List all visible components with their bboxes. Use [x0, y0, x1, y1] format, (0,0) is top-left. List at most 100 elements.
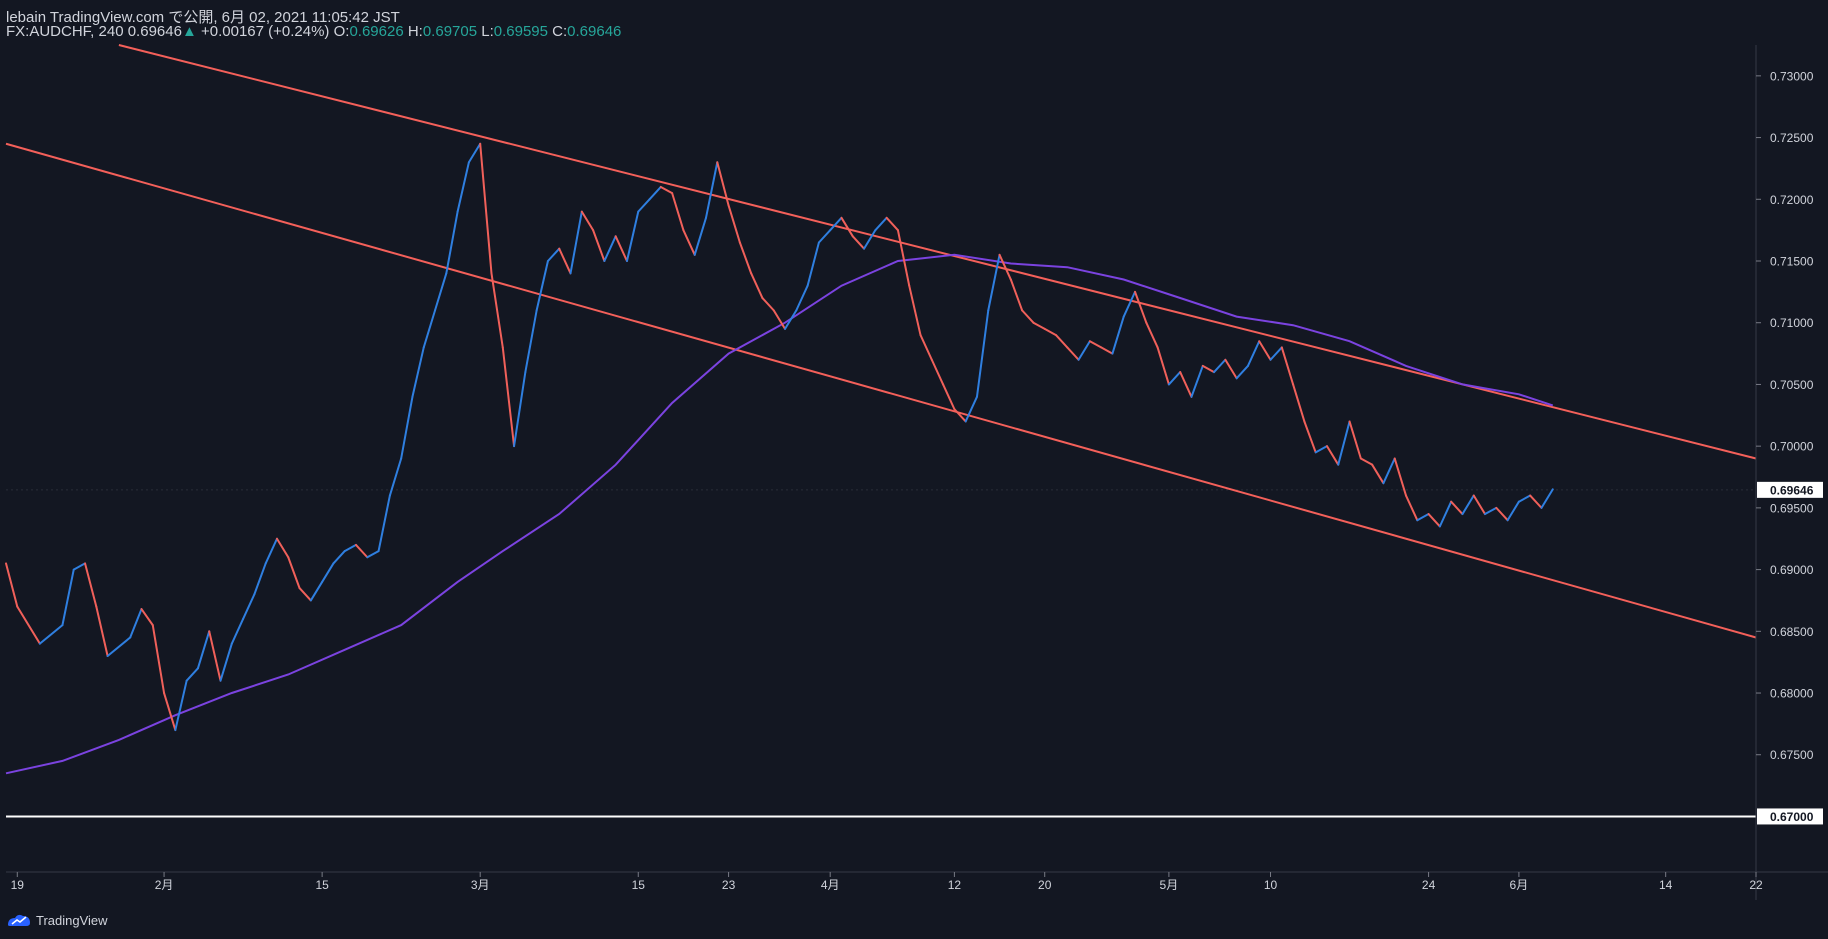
price-segment: [61, 568, 75, 627]
price-segment: [1359, 457, 1374, 466]
price-segment: [1337, 420, 1351, 466]
footer-branding[interactable]: TradingView: [6, 912, 108, 928]
time-tick-label: 4月: [821, 878, 840, 892]
price-segment: [388, 457, 403, 497]
price-tick-label: 0.69000: [1770, 563, 1814, 577]
price-segment: [625, 210, 640, 263]
price-segment: [1246, 340, 1261, 367]
price-segment: [953, 408, 967, 423]
price-segment: [727, 204, 741, 244]
price-segment: [1371, 463, 1385, 485]
price-segment: [479, 142, 493, 275]
symbol-text: FX:AUDCHF, 240: [6, 23, 124, 40]
publisher-line: lebain TradingView.com で公開, 6月 02, 2021 …: [6, 6, 400, 27]
last-price-label-box: [1757, 481, 1823, 498]
price-segment: [208, 630, 222, 682]
price-segment: [445, 210, 459, 275]
price-segment: [411, 346, 425, 398]
plot-area[interactable]: [5, 44, 1757, 818]
price-segment: [1213, 358, 1227, 374]
price-segment: [975, 309, 990, 398]
change-text: +0.00167 (+0.24%): [200, 23, 330, 40]
price-segment: [693, 216, 707, 256]
price-segment: [456, 161, 470, 213]
price-segment: [546, 247, 561, 263]
price-segment: [174, 679, 188, 732]
time-tick-label: 22: [1749, 878, 1763, 892]
low-value: 0.69595: [493, 23, 548, 40]
price-segment: [1517, 494, 1532, 503]
support-level-label-box: [1757, 808, 1823, 825]
time-axis[interactable]: 19 2月 15 3月 15 23 4月 12 20 5月 10 24 6月 14 22: [11, 872, 1763, 892]
price-segment: [140, 608, 154, 627]
open-label: O:: [333, 23, 350, 40]
price-segment: [1032, 321, 1046, 330]
price-tick-label: 0.70000: [1770, 440, 1814, 454]
price-segment: [1314, 445, 1328, 454]
price-segment: [1190, 364, 1204, 398]
close-label: C:: [552, 23, 568, 40]
price-segment: [885, 216, 899, 232]
price-tick-label: 0.68500: [1770, 625, 1814, 639]
price-segment: [1224, 358, 1238, 380]
price-segment: [580, 210, 595, 232]
open-value: 0.69626: [349, 23, 404, 40]
price-segment: [716, 161, 730, 207]
price-segment: [817, 229, 832, 244]
price-segment: [637, 198, 651, 213]
high-label: H:: [407, 23, 423, 40]
time-tick-label: 6月: [1510, 878, 1529, 892]
price-segment: [355, 543, 369, 559]
price-segment: [1495, 506, 1509, 522]
time-tick-label: 12: [948, 878, 962, 892]
price-segment: [513, 371, 527, 448]
price-segment: [1529, 494, 1543, 509]
price-segment: [535, 260, 549, 312]
price-segment: [196, 630, 211, 670]
price-segment: [1348, 420, 1362, 460]
price-segment: [614, 235, 628, 263]
price-segment: [434, 272, 448, 312]
price-segment: [738, 241, 753, 275]
price-segment: [648, 185, 662, 201]
price-segment: [1179, 371, 1193, 398]
price-segment: [1506, 500, 1520, 522]
price-segment: [1393, 457, 1407, 497]
price-segment: [558, 247, 572, 275]
price-segment: [772, 309, 787, 330]
price-tick-label: 0.71500: [1770, 255, 1814, 269]
price-segment: [163, 692, 177, 732]
price-segment: [1235, 364, 1249, 380]
price-segment: [603, 235, 617, 263]
price-segment: [896, 229, 911, 287]
price-tick-label: 0.72000: [1770, 193, 1814, 207]
price-axis[interactable]: 0.73000 0.72500 0.72000 0.71500 0.71000 0.705…: [1756, 69, 1823, 825]
price-segment: [851, 235, 866, 250]
price-segment: [1043, 327, 1057, 337]
price-segment: [1066, 346, 1080, 361]
time-tick-label: 20: [1038, 878, 1052, 892]
price-segment: [659, 185, 674, 195]
price-segment: [863, 229, 877, 250]
time-tick-label: 24: [1422, 878, 1436, 892]
time-tick-label: 3月: [471, 878, 490, 892]
price-tick-label: 0.67500: [1770, 748, 1814, 762]
price-segment: [987, 253, 1001, 312]
price-tick-label: 0.71000: [1770, 316, 1814, 330]
price-segment: [592, 229, 606, 263]
price-segment: [705, 161, 719, 219]
price-segment: [309, 580, 324, 602]
price-segment: [185, 667, 199, 682]
price-segment: [422, 309, 437, 349]
time-tick-label: 5月: [1160, 878, 1179, 892]
time-tick-label: 19: [11, 878, 25, 892]
price-segment: [106, 636, 132, 657]
price-segment: [264, 537, 278, 565]
time-tick-label: 14: [1659, 878, 1673, 892]
price-segment: [1156, 346, 1170, 386]
price-segment: [343, 543, 357, 553]
price-segment: [298, 587, 312, 602]
price-segment: [784, 309, 798, 330]
price-segment: [569, 210, 583, 275]
